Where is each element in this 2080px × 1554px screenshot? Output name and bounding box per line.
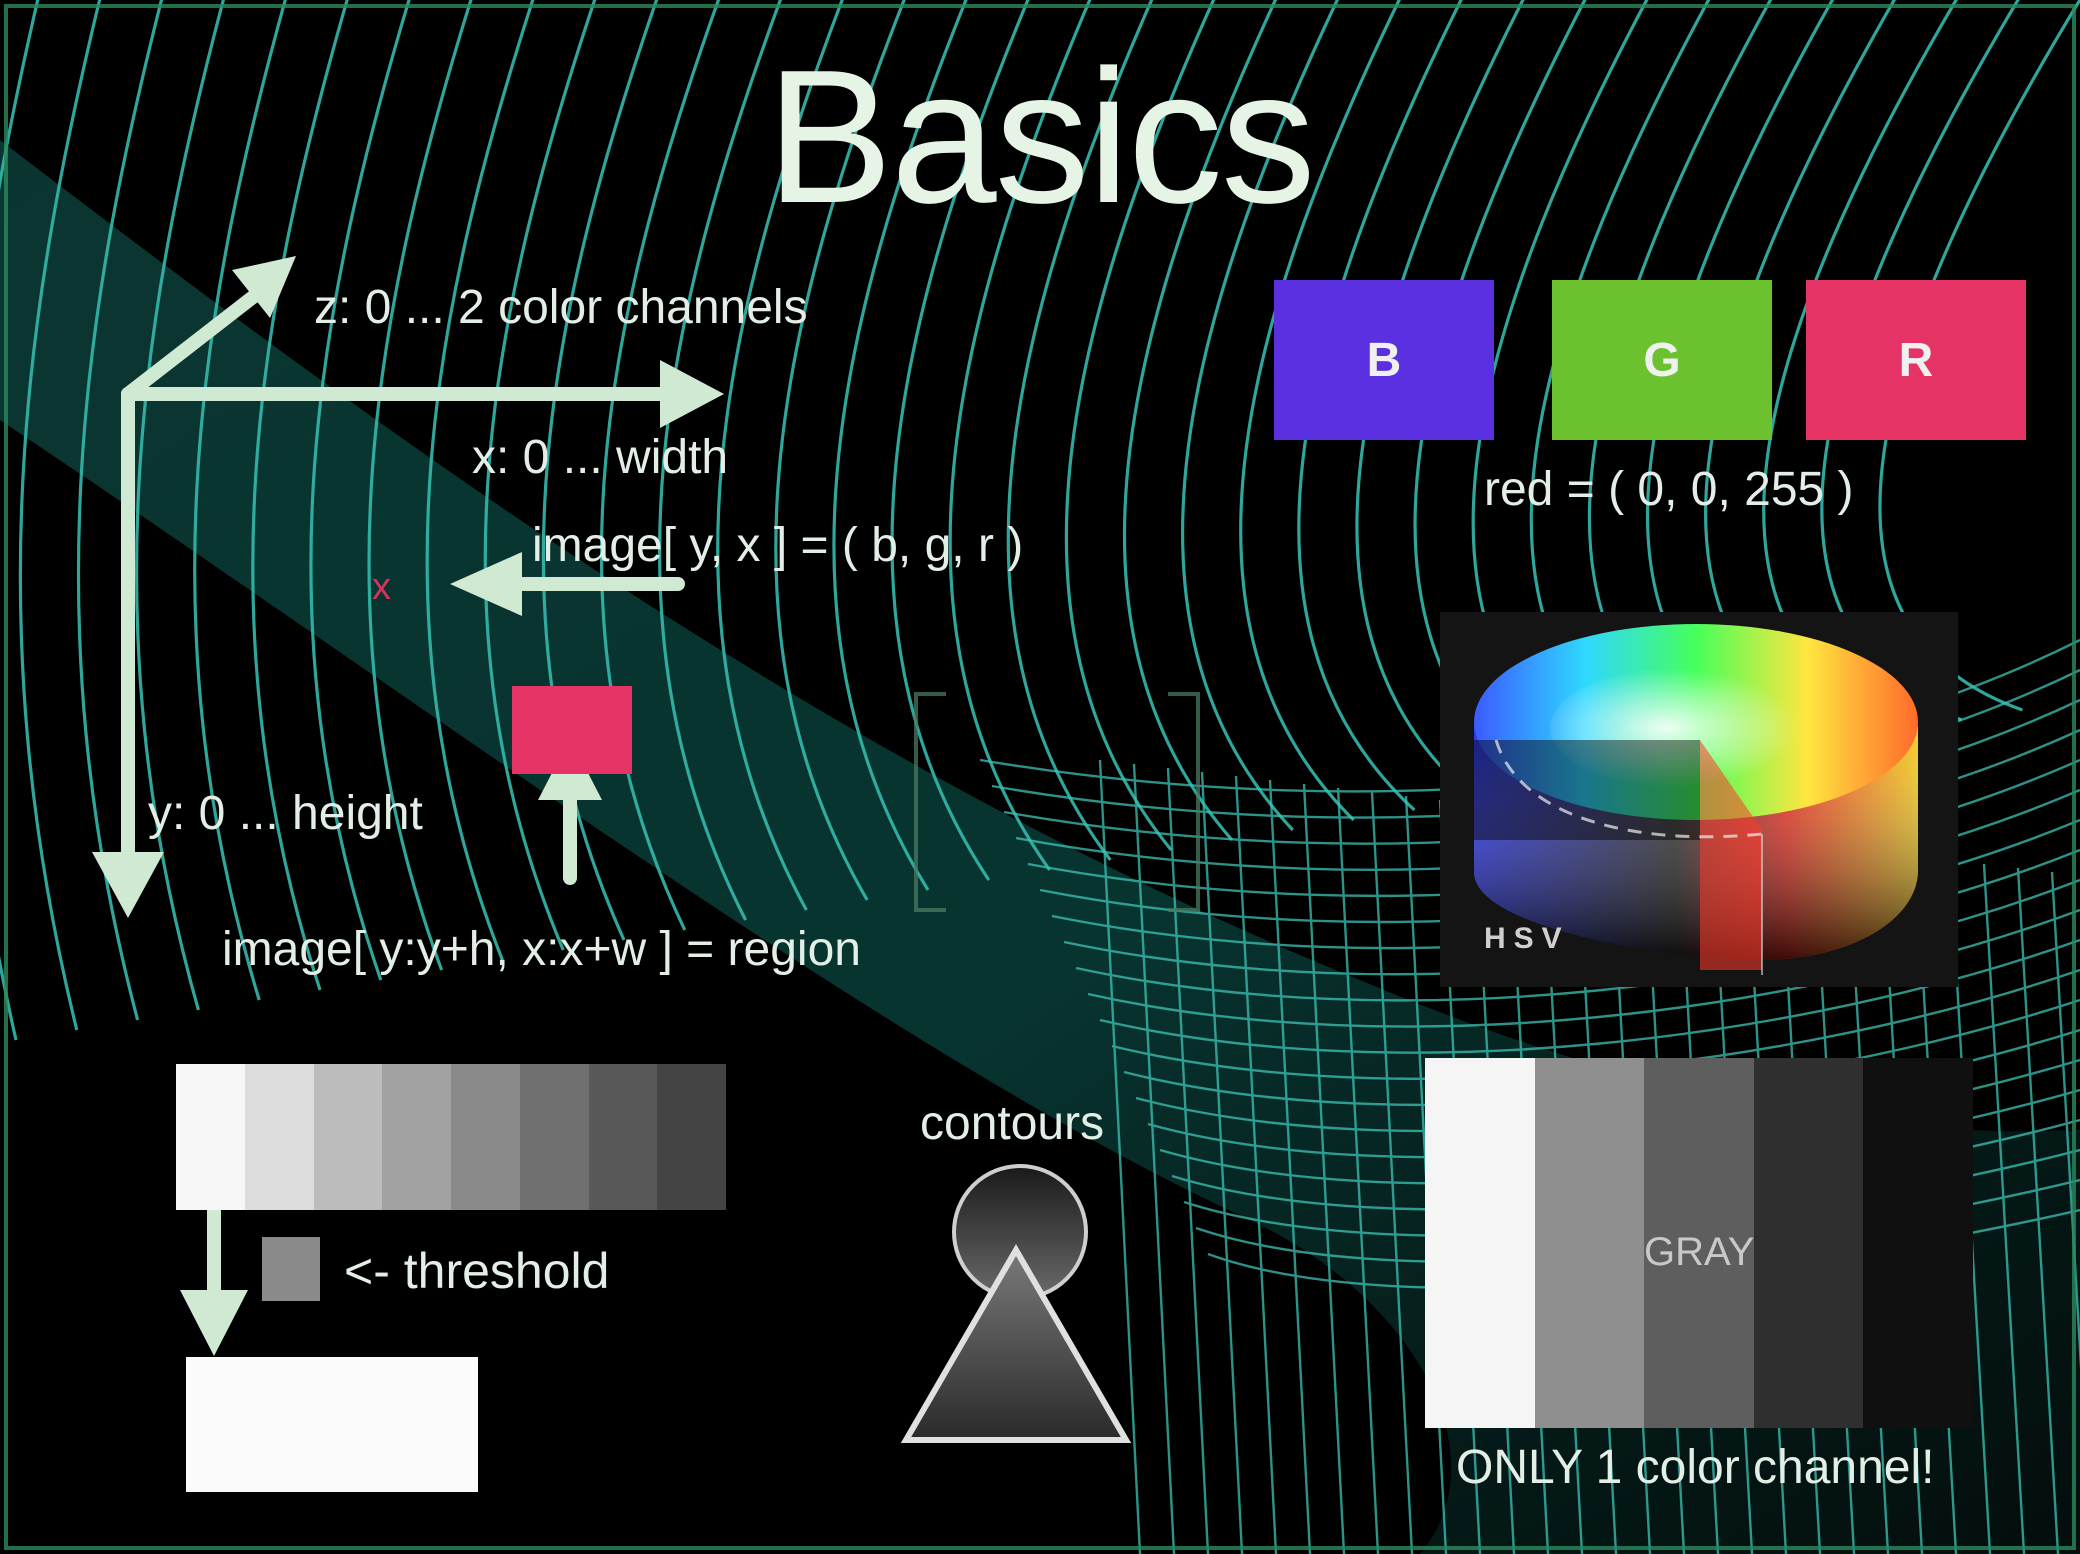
channel-r-box: R xyxy=(1806,280,2026,440)
x-axis-label: x: 0 ... width xyxy=(472,431,729,484)
gray-label: GRAY xyxy=(1644,1230,1755,1274)
red-value-text: red = ( 0, 0, 255 ) xyxy=(1484,463,1854,516)
gradient-step xyxy=(519,1064,589,1210)
gradient-step xyxy=(382,1064,451,1210)
threshold-arrowhead xyxy=(180,1290,248,1356)
y-axis-arrowhead xyxy=(92,852,164,918)
gray-band xyxy=(1534,1058,1645,1428)
pixel-access-expression: image[ y, x ] = ( b, g, r ) xyxy=(532,519,1024,572)
hsv-cylinder xyxy=(1440,612,1958,987)
wave-line xyxy=(309,0,411,981)
gradient-step xyxy=(657,1064,726,1210)
mesh-line xyxy=(1132,763,1176,1554)
threshold-result xyxy=(186,1357,478,1492)
z-axis-arrowhead xyxy=(232,256,296,318)
wave-line xyxy=(1006,0,1154,861)
gray-band xyxy=(1863,1058,1973,1428)
contours-label: contours xyxy=(920,1097,1105,1150)
channel-g-label: G xyxy=(1643,333,1681,387)
mesh-line xyxy=(2016,867,2060,1554)
contour-shapes xyxy=(900,1164,1132,1443)
gray-band xyxy=(1425,1058,1535,1428)
mesh-line xyxy=(1234,775,1278,1554)
wave-line xyxy=(599,0,721,931)
axis-arrows xyxy=(92,256,724,1356)
wave-line xyxy=(0,0,40,1041)
wave-line xyxy=(1239,0,1401,822)
wave-line xyxy=(134,0,226,1011)
gray-band xyxy=(1753,1058,1864,1428)
wave-line xyxy=(890,0,1030,881)
channel-g-box: G xyxy=(1552,280,1772,440)
gradient-strip xyxy=(176,1064,726,1210)
wave-line xyxy=(1122,0,1278,842)
gradient-step xyxy=(244,1064,314,1210)
gray-band xyxy=(1644,1058,1754,1428)
gradient-step xyxy=(313,1064,383,1210)
region-box xyxy=(512,686,632,774)
wave-line xyxy=(1355,0,1525,802)
channel-b-label: B xyxy=(1366,333,1402,387)
mesh-line xyxy=(1166,767,1210,1554)
wave-line xyxy=(367,0,473,971)
faint-bracket xyxy=(914,692,1200,912)
channel-b-box: B xyxy=(1274,280,1494,440)
gradient-step xyxy=(176,1064,245,1210)
mesh-line xyxy=(1370,791,1414,1554)
wave-line xyxy=(425,0,535,961)
wave-line xyxy=(1181,0,1340,832)
gradient-step xyxy=(588,1064,658,1210)
contour-triangle xyxy=(900,1244,1132,1443)
wave-line xyxy=(76,0,164,1021)
slide-title: Basics xyxy=(766,31,1316,243)
wave-line xyxy=(1064,0,1216,852)
hsv-label: HSV xyxy=(1484,922,1570,955)
x-axis-arrowhead xyxy=(660,360,724,428)
wave-line xyxy=(948,0,1092,871)
pixel-arrowhead xyxy=(450,552,522,616)
wave-line xyxy=(774,0,906,901)
slide-border xyxy=(4,4,2076,1550)
mesh-line xyxy=(1336,787,1380,1554)
wave-line xyxy=(716,0,844,911)
wave-line xyxy=(658,0,783,921)
gradient-step xyxy=(451,1064,520,1210)
gray-panel xyxy=(1425,1058,1973,1428)
region-expression: image[ y:y+h, x:x+w ] = region xyxy=(222,923,861,976)
mesh-line xyxy=(1098,759,1142,1554)
wave-line xyxy=(483,0,597,951)
wave-line xyxy=(251,0,349,991)
pixel-marker: x xyxy=(372,566,391,608)
wave-line xyxy=(832,0,968,891)
gray-note: ONLY 1 color channel! xyxy=(1456,1441,1935,1494)
channel-r-label: R xyxy=(1898,333,1934,387)
mesh-line xyxy=(1982,863,2026,1554)
z-axis-arrow xyxy=(121,283,269,401)
wave-line xyxy=(18,0,102,1031)
threshold-label: <- threshold xyxy=(344,1243,610,1299)
z-axis-label: z: 0 ... 2 color channels xyxy=(314,281,808,334)
mesh-line xyxy=(1302,783,1346,1554)
mesh-line xyxy=(1268,779,1312,1554)
wave-line xyxy=(1297,0,1463,812)
mesh-line xyxy=(1200,771,1244,1554)
y-axis-label: y: 0 ... height xyxy=(148,787,423,840)
wave-line xyxy=(193,0,287,1001)
threshold-swatch xyxy=(262,1237,320,1301)
